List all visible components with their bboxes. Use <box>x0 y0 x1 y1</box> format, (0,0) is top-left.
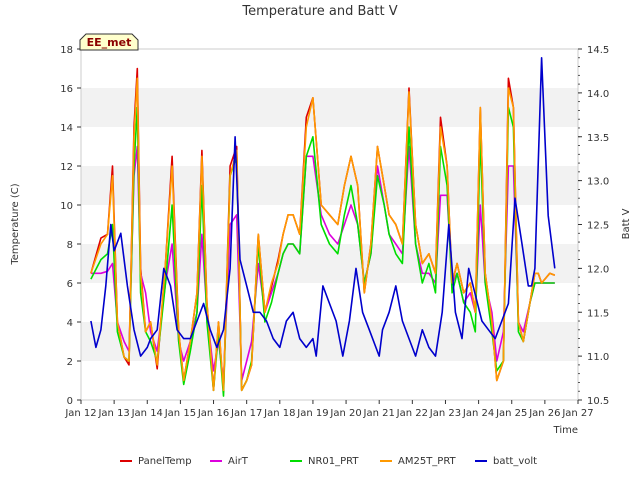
legend-label-batt_volt: batt_volt <box>493 456 537 467</box>
x-tick-label: Jan 13 <box>97 408 129 419</box>
chart-title: Temperature and Batt V <box>241 4 397 19</box>
station-badge-text: EE_met <box>87 36 132 49</box>
y-axis-title: Temperature (C) <box>10 183 21 265</box>
y2-tick-label: 10.5 <box>587 396 609 407</box>
x-tick-label: Jan 25 <box>495 408 527 419</box>
y-tick-label: 18 <box>60 45 73 56</box>
x-tick-label: Jan 24 <box>462 408 494 419</box>
y-tick-label: 8 <box>67 240 73 251</box>
y2-tick-label: 14.0 <box>587 89 609 100</box>
x-tick-label: Jan 18 <box>263 408 295 419</box>
y-tick-label: 14 <box>60 123 73 134</box>
x-tick-label: Jan 12 <box>64 408 96 419</box>
y-tick-label: 0 <box>67 396 73 407</box>
grid-band <box>81 88 578 127</box>
y2-tick-label: 13.5 <box>587 133 609 144</box>
x-tick-label: Jan 26 <box>528 408 560 419</box>
x-tick-label: Jan 16 <box>197 408 229 419</box>
x-tick-label: Jan 23 <box>429 408 461 419</box>
y2-tick-label: 13.0 <box>587 177 609 188</box>
y-tick-label: 4 <box>67 318 73 329</box>
legend-label-airt: AirT <box>228 456 249 467</box>
y-tick-label: 6 <box>67 279 73 290</box>
series-line-am25t_prt <box>90 77 556 392</box>
legend-label-paneltemp: PanelTemp <box>138 456 192 467</box>
grid-band <box>81 244 578 283</box>
y2-tick-label: 11.5 <box>587 308 609 319</box>
legend-label-nr01_prt: NR01_PRT <box>308 456 359 467</box>
y-axis-left: 0 2 4 6 8 10 12 14 16 18 <box>60 45 81 407</box>
x-tick-label: Jan 15 <box>164 408 196 419</box>
x-tick-label: Jan 27 <box>561 408 593 419</box>
y2-tick-label: 12.0 <box>587 264 609 275</box>
x-tick-label: Jan 17 <box>230 408 262 419</box>
y2-axis-title: Batt V <box>621 208 632 239</box>
x-tick-label: Jan 21 <box>363 408 395 419</box>
x-tick-label: Jan 14 <box>131 408 163 419</box>
x-axis: Jan 12 Jan 13 Jan 14 Jan 15 Jan 16 Jan 17 Jan … <box>64 400 594 419</box>
x-tick-label: Jan 19 <box>296 408 328 419</box>
y-tick-label: 12 <box>60 162 73 173</box>
y-tick-label: 2 <box>67 357 73 368</box>
x-tick-label: Jan 20 <box>329 408 361 419</box>
grid-bands <box>81 88 578 361</box>
station-badge: EE_met <box>79 33 139 51</box>
y2-tick-label: 11.0 <box>587 352 609 363</box>
series-line-batt_volt <box>90 56 556 357</box>
legend-label-am25t_prt: AM25T_PRT <box>398 456 457 467</box>
series-lines <box>90 56 556 397</box>
grid-band <box>81 166 578 205</box>
y2-tick-label: 12.5 <box>587 221 609 232</box>
y-tick-label: 16 <box>60 84 73 95</box>
x-axis-title: Time <box>553 425 578 436</box>
y-axis-right: 10.5 11.0 11.5 12.0 12.5 13.0 13.5 14.0 14.5 <box>578 45 609 407</box>
series-line-nr01_prt <box>90 106 555 397</box>
y2-tick-label: 14.5 <box>587 45 609 56</box>
legend: PanelTemp AirT NR01_PRT AM25T_PRT batt_volt <box>120 456 537 467</box>
x-tick-label: Jan 22 <box>396 408 428 419</box>
y-tick-label: 10 <box>60 201 73 212</box>
